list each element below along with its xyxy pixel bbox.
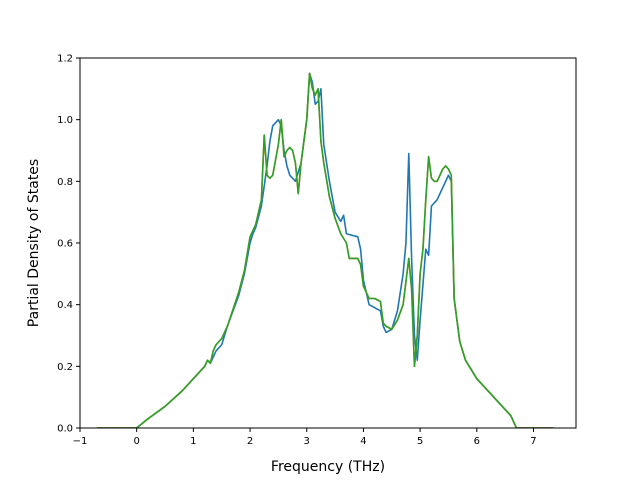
x-tick-label: 5 [417,436,423,447]
y-axis: 0.0 0.2 0.4 0.6 0.8 1.0 1.2 [57,54,80,435]
y-tick-label: 0.8 [57,177,73,188]
series-layer [97,72,554,428]
x-tick-label: 3 [304,436,310,447]
y-tick-label: 0.0 [57,424,73,435]
y-tick-label: 1.0 [57,115,73,126]
x-tick-label: −1 [73,436,88,447]
y-tick-label: 0.2 [57,362,73,373]
x-tick-label: 6 [474,436,480,447]
series-line-3 [97,72,554,428]
x-tick-label: 4 [360,436,366,447]
series-line-1 [97,72,554,428]
x-axis-label: Frequency (THz) [271,459,385,475]
x-tick-label: 0 [133,436,139,447]
y-tick-label: 0.6 [57,239,73,250]
x-tick-label: 7 [530,436,536,447]
y-axis-label: Partial Density of States [26,159,42,327]
x-tick-label: 2 [247,436,253,447]
y-tick-label: 0.4 [57,300,73,311]
x-tick-label: 1 [190,436,196,447]
y-tick-label: 1.2 [57,54,73,65]
x-axis: −1 0 1 2 3 4 5 6 7 [73,428,537,447]
